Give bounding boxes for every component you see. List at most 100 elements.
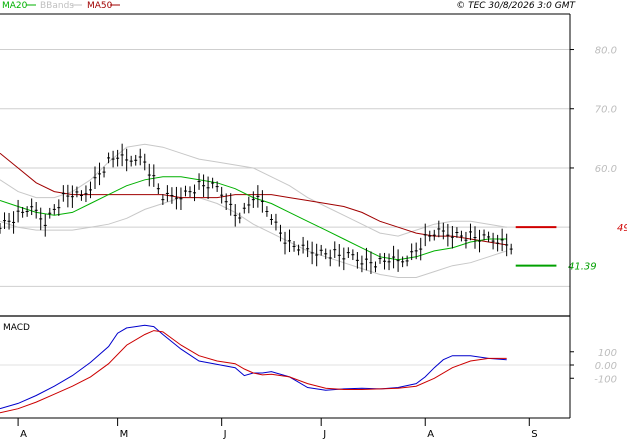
price-bar (34, 202, 38, 219)
price-bar (70, 185, 74, 208)
price-bar (396, 249, 400, 272)
price-bar (79, 190, 83, 201)
price-bar (120, 143, 124, 167)
price-bar (21, 207, 25, 218)
price-bar (288, 229, 292, 253)
price-bar (52, 204, 56, 215)
price-bar (346, 247, 350, 258)
price-bar (315, 243, 319, 267)
price-bar (3, 212, 7, 229)
x-tick-label: M (120, 429, 129, 440)
price-bar (156, 183, 160, 195)
price-bar (88, 181, 92, 199)
price-bar (211, 177, 215, 189)
price-bar (138, 148, 142, 166)
price-bar (301, 236, 305, 254)
price-bar (278, 224, 282, 242)
price-bar (473, 226, 477, 249)
price-bar (183, 185, 187, 197)
macd-title: MACD (3, 323, 30, 333)
price-bar (478, 229, 482, 253)
price-bar (247, 196, 251, 214)
x-tick-label: A (20, 429, 27, 440)
price-levels: 49.27 41.39 (515, 223, 627, 273)
price-bar (328, 249, 332, 267)
price-bar (509, 243, 513, 255)
price-bar (392, 245, 396, 269)
resistance-level-label: 49.27 (617, 223, 627, 234)
price-bar (351, 249, 355, 261)
price-bar (147, 163, 151, 187)
macd-y-tick-label: -100 (594, 374, 617, 385)
price-bar (306, 240, 310, 258)
price-bar (455, 227, 459, 238)
price-bar (93, 166, 97, 189)
price-bar (224, 193, 228, 211)
price-bar (238, 212, 242, 224)
price-bar (491, 232, 495, 250)
price-bar (383, 252, 387, 270)
price-bar (102, 166, 106, 178)
price-bar (242, 202, 246, 214)
y-tick-label: 60.0 (595, 164, 617, 175)
price-bar (337, 244, 341, 267)
legend: MA20 BBands MA50 (2, 1, 120, 11)
x-tick-label: A (427, 429, 434, 440)
price-bar (441, 222, 445, 240)
price-bar (260, 190, 264, 213)
price-bar (419, 237, 423, 261)
price-bar (165, 185, 169, 202)
price-bar (125, 148, 129, 172)
price-bar (193, 184, 197, 202)
price-bar (468, 223, 472, 241)
price-bar (369, 251, 373, 274)
price-bar (134, 154, 138, 166)
price-bar (464, 231, 468, 249)
x-tick-label: J (322, 429, 326, 440)
price-bar (161, 194, 165, 205)
price-bar (220, 186, 224, 204)
price-bar (437, 220, 441, 238)
price-bar (387, 253, 391, 271)
price-bar (206, 176, 210, 200)
price-bar (269, 214, 273, 225)
macd-series-1 (0, 330, 507, 414)
price-bar (342, 247, 346, 271)
price-bar (274, 213, 278, 231)
chart-frame (0, 13, 571, 419)
y-axis: 80.0 70.0 60.0 100 0.00 -100 (570, 46, 617, 385)
price-bar (496, 234, 500, 252)
price-bar (450, 225, 454, 249)
legend-ma20-label: MA20 (2, 1, 28, 11)
x-tick-label: S (531, 429, 537, 440)
price-bar (48, 207, 52, 219)
price-bars (0, 143, 513, 274)
price-bar (355, 252, 359, 269)
price-bar (428, 230, 432, 242)
price-bar (410, 243, 414, 261)
price-bar (505, 233, 509, 257)
price-bar (116, 149, 120, 167)
price-bar (414, 242, 418, 260)
price-bar (283, 231, 287, 255)
price-bar (143, 153, 147, 171)
price-bar (487, 231, 491, 243)
price-bar (0, 223, 2, 234)
price-bar (39, 207, 43, 231)
price-bar (202, 174, 206, 197)
price-bar (297, 244, 301, 256)
price-bar (482, 229, 486, 241)
price-bar (129, 155, 133, 167)
price-bar (25, 206, 29, 217)
price-bar (423, 223, 427, 247)
copyright-credit: © TEC 30/8/2026 3:0 GMT (456, 1, 576, 11)
bollinger-bands (0, 143, 507, 278)
price-bar (107, 152, 111, 164)
price-bar (324, 248, 328, 260)
bb-lower-line (0, 197, 507, 278)
price-bar (12, 211, 16, 234)
price-bar (98, 162, 102, 186)
price-bar (152, 164, 156, 187)
price-bar (7, 212, 11, 230)
